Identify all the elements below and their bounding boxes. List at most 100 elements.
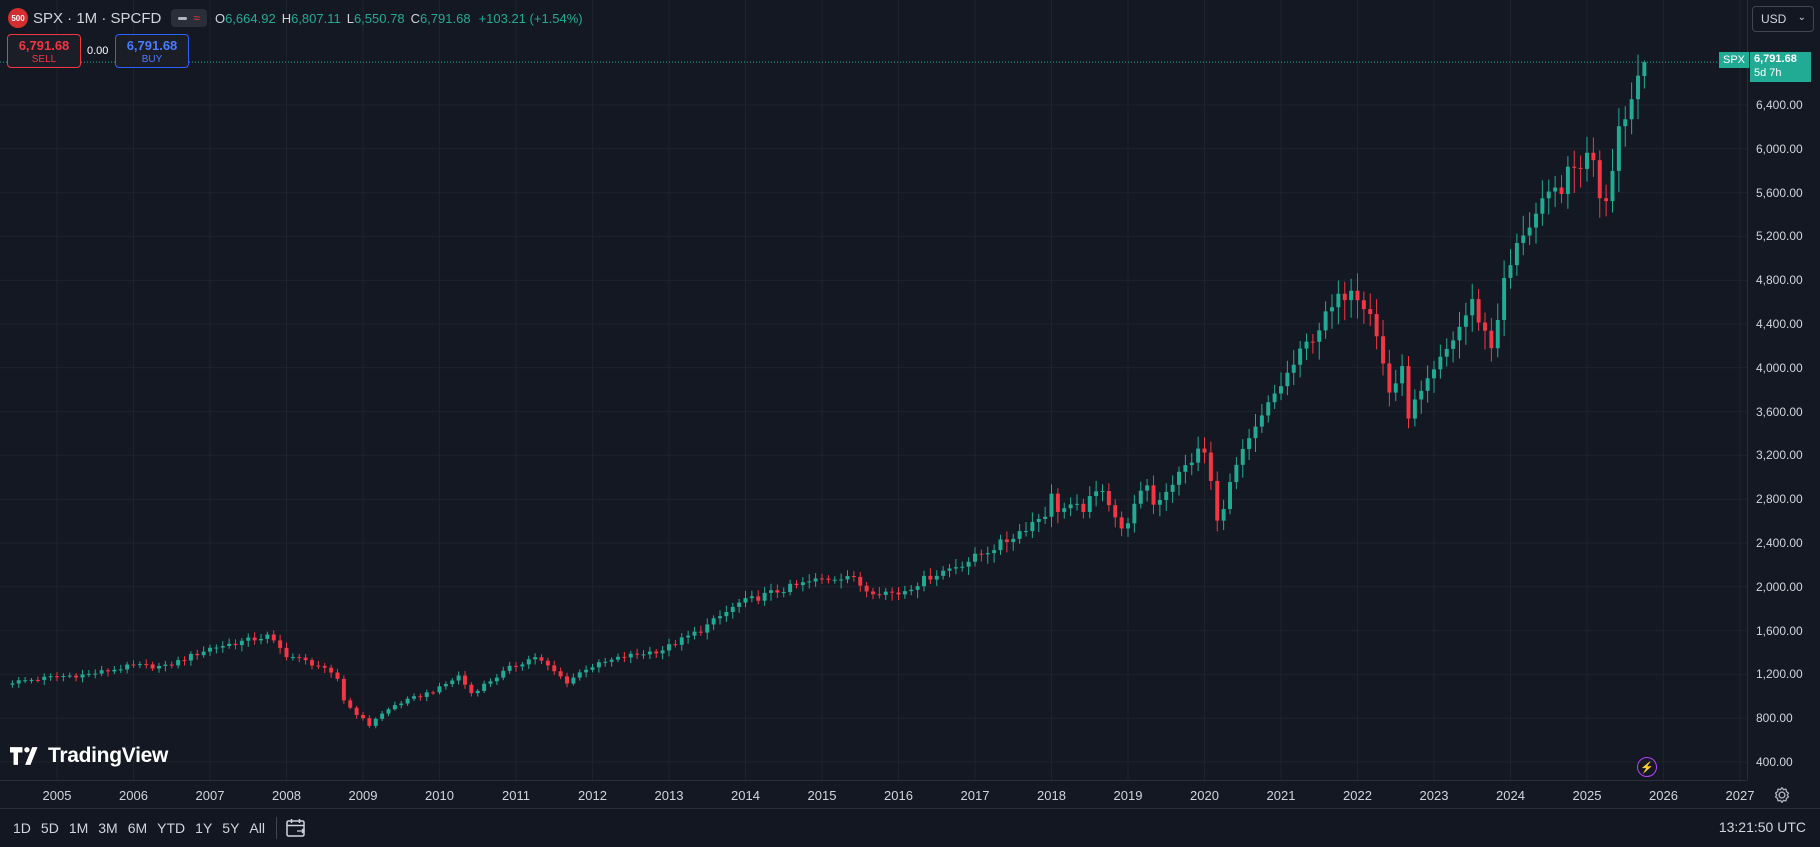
candle bbox=[1419, 380, 1424, 414]
range-button-1m[interactable]: 1M bbox=[68, 820, 89, 836]
candle-body bbox=[1024, 531, 1028, 533]
candle bbox=[1310, 334, 1315, 354]
price-tick-label: 1,200.00 bbox=[1756, 667, 1803, 682]
range-button-3m[interactable]: 3M bbox=[98, 820, 118, 836]
range-button-ytd[interactable]: YTD bbox=[157, 820, 186, 836]
candle bbox=[80, 669, 85, 683]
time-tick-label: 2005 bbox=[42, 788, 72, 803]
chart-area[interactable] bbox=[0, 0, 1747, 780]
candle-body bbox=[877, 594, 882, 596]
time-axis[interactable]: 2005 2006 2007 2008 2009 2010 2011 2012 2013 2014… bbox=[0, 780, 1754, 809]
candle-body bbox=[150, 664, 155, 669]
range-button-5d[interactable]: 5D bbox=[40, 820, 59, 836]
candle-body bbox=[1062, 508, 1067, 512]
candle-body bbox=[998, 539, 1003, 551]
candle bbox=[1527, 212, 1532, 246]
sell-button[interactable]: 6,791.68 SELL bbox=[7, 34, 81, 68]
candle-body bbox=[730, 606, 735, 612]
candle-body bbox=[1164, 491, 1169, 500]
candle-body bbox=[1094, 491, 1099, 497]
candle-body bbox=[718, 616, 722, 619]
price-chart[interactable] bbox=[0, 0, 1747, 780]
candle-body bbox=[55, 676, 59, 678]
candle bbox=[1068, 497, 1073, 517]
low-value: 6,550.78 bbox=[353, 10, 405, 26]
candle-body bbox=[1119, 517, 1124, 529]
price-axis[interactable]: 6,400.00 6,000.00 5,600.00 5,200.00 4,800.00… bbox=[1747, 0, 1820, 780]
candle bbox=[1565, 156, 1570, 209]
candle-body bbox=[539, 657, 544, 661]
candle bbox=[1508, 249, 1513, 289]
candle-body bbox=[845, 576, 850, 580]
currency-select[interactable]: USD ⌄ bbox=[1752, 6, 1814, 32]
candle-body bbox=[692, 631, 697, 636]
calendar-icon[interactable] bbox=[285, 818, 307, 838]
candle bbox=[584, 665, 589, 678]
candle-body bbox=[214, 647, 219, 649]
candle bbox=[820, 573, 824, 584]
range-button-6m[interactable]: 6M bbox=[127, 820, 148, 836]
candle-body bbox=[1342, 293, 1347, 301]
chart-grid bbox=[0, 0, 1747, 780]
candle-body bbox=[284, 647, 289, 658]
candle-body bbox=[259, 638, 263, 641]
utc-clock[interactable]: 13:21:50 UTC bbox=[1718, 819, 1806, 835]
candle bbox=[1298, 340, 1303, 378]
candle bbox=[1043, 506, 1048, 525]
candle-body bbox=[667, 644, 671, 651]
candle bbox=[552, 660, 557, 675]
candle-body bbox=[1463, 315, 1468, 327]
time-tick-label: 2014 bbox=[731, 788, 760, 803]
settings-lines-icon[interactable]: ≈ bbox=[193, 11, 200, 25]
tradingview-logo[interactable]: TradingView bbox=[10, 744, 168, 768]
buy-button[interactable]: 6,791.68 BUY bbox=[115, 34, 189, 68]
candle bbox=[1094, 480, 1099, 507]
candle bbox=[1151, 475, 1156, 514]
range-button-1d[interactable]: 1D bbox=[13, 820, 31, 836]
low-label: L bbox=[346, 10, 354, 26]
candle bbox=[1004, 531, 1009, 553]
candle-body bbox=[1279, 386, 1283, 394]
price-tick-label: 3,200.00 bbox=[1756, 448, 1803, 463]
range-button-5y[interactable]: 5Y bbox=[222, 820, 240, 836]
candle-body bbox=[1208, 452, 1213, 481]
candle bbox=[1495, 303, 1500, 358]
range-button-1y[interactable]: 1Y bbox=[195, 820, 213, 836]
candle-body bbox=[233, 643, 238, 646]
candle bbox=[507, 662, 512, 674]
candle bbox=[743, 590, 748, 608]
candle bbox=[1387, 349, 1392, 407]
chevron-down-icon: ⌄ bbox=[1797, 12, 1806, 23]
candle-body bbox=[1247, 438, 1252, 450]
candle-body bbox=[1017, 531, 1022, 539]
symbol-title[interactable]: SPX · 1M · SPCFD bbox=[33, 9, 162, 27]
legend-toggle-group[interactable]: ≈ bbox=[171, 9, 207, 27]
candle bbox=[1521, 215, 1526, 256]
candle bbox=[1610, 148, 1615, 213]
time-tick-label: 2010 bbox=[425, 788, 454, 803]
candle-body bbox=[265, 634, 270, 639]
candle-body bbox=[1610, 170, 1615, 202]
candle-body bbox=[1393, 383, 1398, 393]
candle bbox=[1425, 365, 1430, 403]
candle bbox=[960, 561, 965, 572]
candle-body bbox=[864, 585, 869, 592]
gear-icon[interactable] bbox=[1771, 784, 1793, 806]
time-tick-label: 2025 bbox=[1572, 788, 1602, 803]
candle bbox=[941, 566, 946, 580]
candle bbox=[1349, 278, 1354, 318]
candle-body bbox=[1368, 309, 1373, 315]
candle-body bbox=[157, 665, 161, 669]
candle bbox=[482, 680, 487, 693]
time-tick-label: 2019 bbox=[1113, 788, 1143, 803]
candle bbox=[1259, 403, 1264, 433]
candle bbox=[431, 690, 436, 695]
hide-indicators-icon[interactable] bbox=[178, 16, 188, 20]
open-label: O bbox=[214, 10, 226, 26]
range-button-all[interactable]: All bbox=[249, 820, 265, 836]
candle-body bbox=[424, 692, 429, 697]
last-price-box: 6,791.68 5d 7h bbox=[1750, 52, 1811, 82]
lightning-icon[interactable]: ⚡ bbox=[1637, 757, 1657, 777]
candle bbox=[596, 659, 601, 673]
candle-body bbox=[794, 583, 799, 586]
